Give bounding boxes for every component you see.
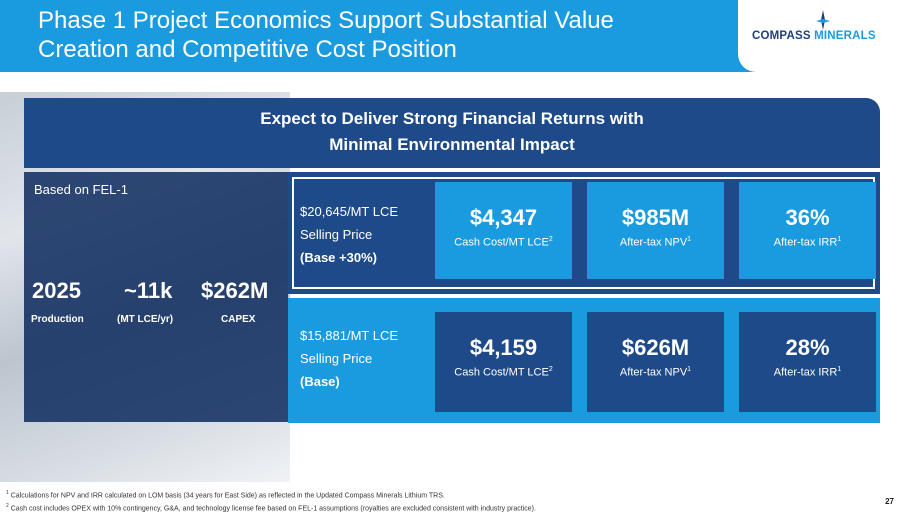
npv-value: $626M [621,335,690,360]
banner-line-2: Minimal Environmental Impact [329,135,575,154]
capex-value: $262M [201,278,269,303]
footnote-1: 1 Calculations for NPV and IRR calculate… [6,490,445,500]
capex-label: CAPEX [221,314,256,325]
npv-card: $985M After-tax NPV1 [587,182,724,279]
logo-wordmark: COMPASS MINERALS [752,30,876,42]
cash-cost-card: $4,347 Cash Cost/MT LCE2 [435,182,572,279]
npv-card: $626M After-tax NPV1 [587,312,724,412]
banner-line-1: Expect to Deliver Strong Financial Retur… [260,109,644,128]
cash-cost-value: $4,159 [469,335,538,360]
npv-label: After-tax NPV1 [619,366,692,379]
production-year-value: 2025 [32,278,81,303]
irr-label: After-tax IRR1 [773,366,842,379]
npv-label: After-tax NPV1 [619,236,692,249]
capacity-value: ~11k [124,278,173,303]
irr-label: After-tax IRR1 [773,236,842,249]
capacity-label: (MT LCE/yr) [117,314,174,325]
footnotes: 1 Calculations for NPV and IRR calculate… [6,488,536,515]
page-number: 27 [885,497,894,506]
title-line-1: Phase 1 Project Economics Support Substa… [38,7,614,34]
production-label: Production [31,314,84,325]
cash-cost-card: $4,159 Cash Cost/MT LCE2 [435,312,572,412]
cash-cost-value: $4,347 [469,205,538,230]
selling-price-value: $15,881/MT LCE [300,328,399,343]
npv-value: $985M [621,205,690,230]
scenario-row-base: $15,881/MT LCE Selling Price (Base) $4,1… [288,298,880,423]
project-summary-panel: Based on FEL-1 2025 Production ~11k (MT … [24,172,288,422]
irr-value: 28% [785,335,830,360]
slide-title: Phase 1 Project Economics Support Substa… [38,6,738,64]
scenario-case-label: (Base +30%) [300,250,377,265]
scenario-price-block: $15,881/MT LCE Selling Price (Base) [300,324,398,393]
cash-cost-label: Cash Cost/MT LCE2 [454,366,553,379]
scenario-case-label: (Base) [300,374,340,389]
selling-price-label: Selling Price [300,351,373,366]
selling-price-label: Selling Price [300,227,373,242]
scenario-row-base-plus-30: $20,645/MT LCE Selling Price (Base +30%)… [288,172,880,294]
selling-price-value: $20,645/MT LCE [300,204,399,219]
based-on-label: Based on FEL-1 [34,182,128,197]
irr-card: 28% After-tax IRR1 [739,312,876,412]
header-bar [0,0,908,72]
irr-card: 36% After-tax IRR1 [739,182,876,279]
cash-cost-label: Cash Cost/MT LCE2 [454,236,553,249]
scenario-price-block: $20,645/MT LCE Selling Price (Base +30%) [300,200,398,269]
headline-banner: Expect to Deliver Strong Financial Retur… [24,98,880,168]
compass-star-icon [816,10,830,30]
title-line-2: Creation and Competitive Cost Position [38,36,457,63]
footnote-2: 2 Cash cost includes OPEX with 10% conti… [6,503,536,513]
compass-minerals-logo: COMPASS MINERALS [744,10,894,60]
irr-value: 36% [785,205,830,230]
